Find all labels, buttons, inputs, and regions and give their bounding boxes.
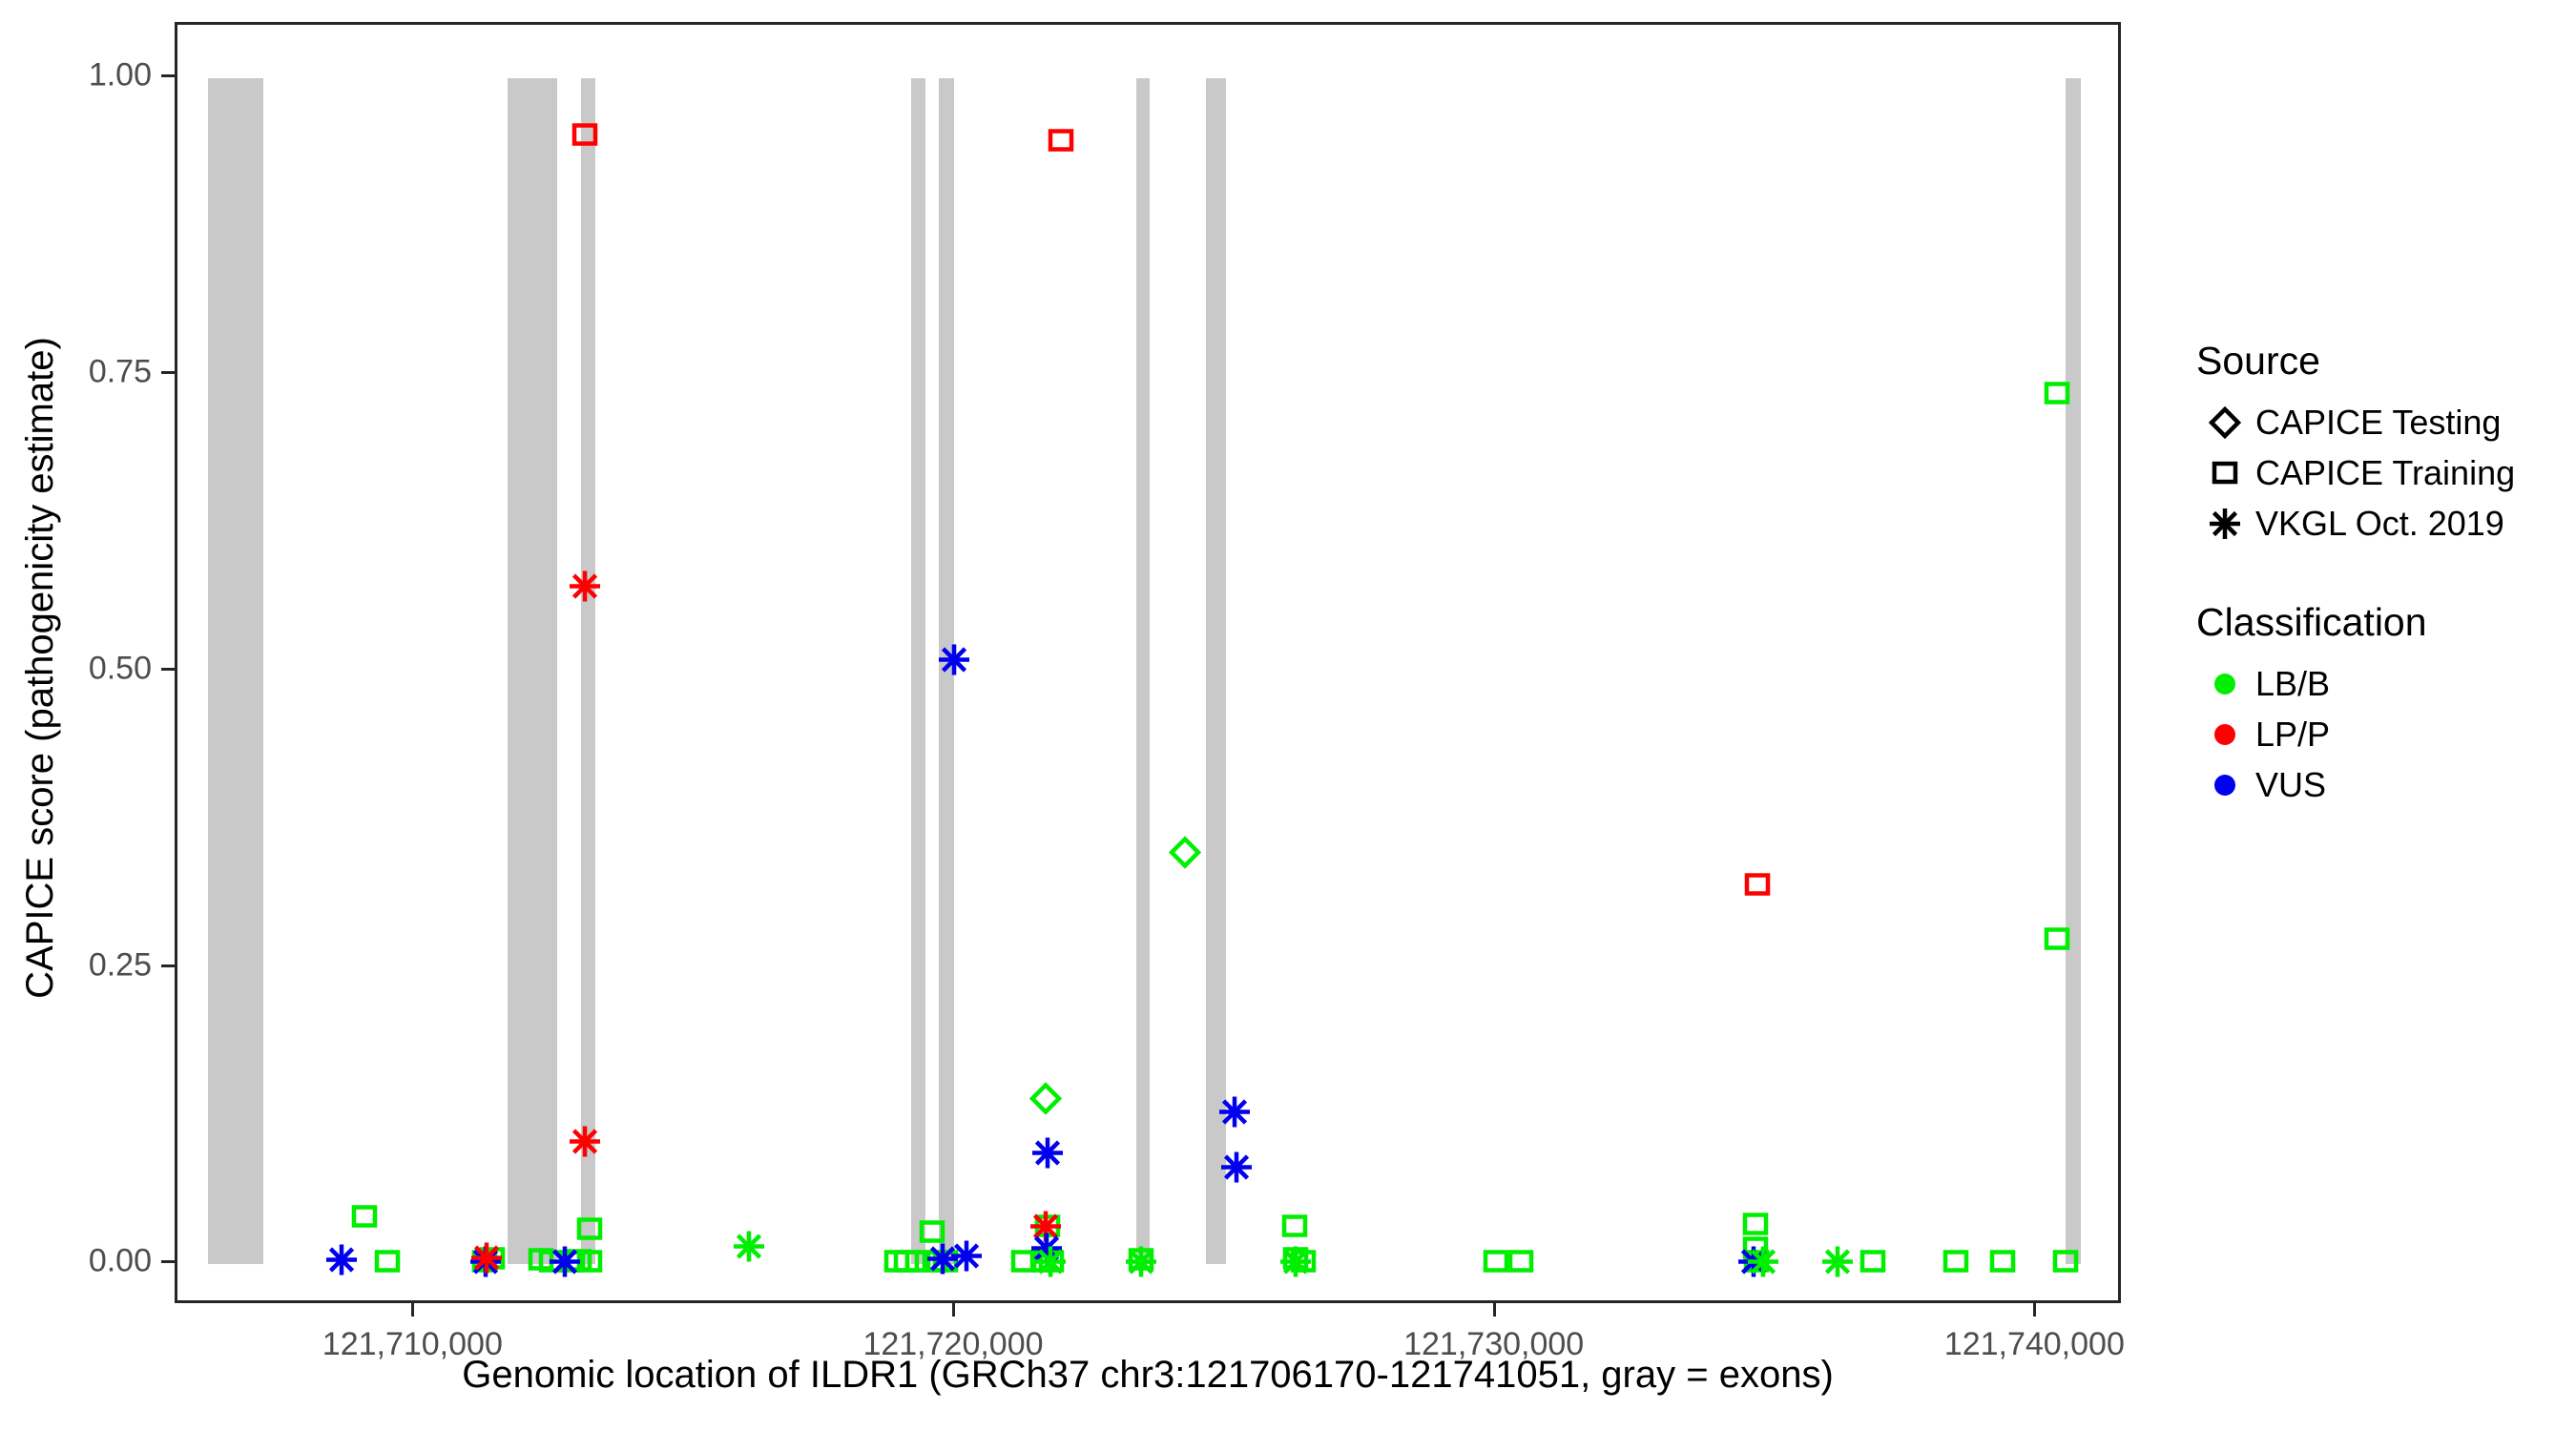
y-tick: [161, 73, 175, 77]
data-point: [1008, 1246, 1040, 1283]
exon-band: [1206, 77, 1227, 1265]
y-tick: [161, 370, 175, 374]
x-tick: [952, 1303, 955, 1317]
exon-band: [1135, 77, 1150, 1265]
data-point: [468, 1246, 501, 1283]
data-point: [348, 1201, 381, 1238]
exon-band: [939, 77, 954, 1265]
exon-band: [208, 77, 264, 1265]
legend-title-classification: Classification: [2196, 600, 2427, 644]
data-point: [1940, 1246, 1972, 1283]
x-axis-title: Genomic location of ILDR1 (GRCh37 chr3:1…: [462, 1354, 1834, 1396]
data-point: [950, 1240, 983, 1277]
y-tick: [161, 964, 175, 967]
exon-band: [507, 77, 557, 1265]
y-tick-label: 0.25: [88, 946, 152, 984]
data-point: [1505, 1246, 1537, 1283]
exon-band: [2066, 77, 2081, 1265]
data-point: [1737, 1246, 1770, 1283]
data-point: [1031, 1137, 1064, 1174]
y-tick-label: 0.50: [88, 650, 152, 687]
legend-item-label: VKGL Oct. 2019: [2255, 503, 2504, 543]
legend-item-lp-p[interactable]: LP/P: [2194, 709, 2576, 759]
data-point: [1480, 1246, 1512, 1283]
plot-area: [177, 25, 2118, 1300]
legend-item-label: LP/P: [2255, 714, 2331, 754]
data-point: [1031, 1211, 1064, 1248]
x-tick: [2033, 1303, 2037, 1317]
data-point: [881, 1246, 913, 1283]
data-point: [733, 1231, 765, 1268]
legend-item-vkgl-oct-2019[interactable]: VKGL Oct. 2019: [2194, 498, 2576, 549]
asterisk-icon: [2194, 498, 2255, 549]
data-point: [470, 1241, 503, 1278]
data-point: [1747, 1246, 1779, 1283]
data-point: [325, 1243, 358, 1280]
dot-icon: [2194, 658, 2255, 709]
data-point: [1739, 1232, 1772, 1269]
data-point: [1034, 1246, 1067, 1283]
data-point: [1857, 1246, 1889, 1283]
legend-item-label: LB/B: [2255, 663, 2331, 703]
x-tick-label: 121,730,000: [1403, 1326, 1585, 1362]
legend-item-label: VUS: [2255, 764, 2327, 804]
y-tick-label: 1.00: [88, 56, 152, 93]
legend-item-lb-b[interactable]: LB/B: [2194, 658, 2576, 709]
x-tick-label: 121,740,000: [1943, 1326, 2125, 1362]
data-point: [1740, 1246, 1773, 1283]
legend-item-capice-training[interactable]: CAPICE Training: [2194, 447, 2576, 498]
x-tick-label: 121,720,000: [862, 1326, 1044, 1362]
x-tick: [1492, 1303, 1496, 1317]
square-icon: [2194, 447, 2255, 498]
y-tick-label: 0.75: [88, 353, 152, 390]
dot-icon: [2194, 709, 2255, 759]
legend-title-source: Source: [2196, 339, 2320, 383]
data-point: [1045, 125, 1077, 162]
data-point: [469, 1246, 502, 1283]
legend-item-label: CAPICE Testing: [2255, 402, 2502, 442]
data-point: [1028, 1082, 1063, 1119]
data-point: [1029, 1211, 1062, 1248]
y-tick: [161, 667, 175, 671]
data-point: [1739, 1208, 1772, 1245]
legend-separator: [2194, 549, 2576, 600]
legend-item-label: CAPICE Training: [2255, 452, 2516, 492]
data-point: [1035, 1246, 1068, 1283]
data-point: [476, 1242, 509, 1279]
data-point: [1279, 1246, 1312, 1283]
data-point: [1741, 869, 1774, 906]
plot-panel: [175, 22, 2121, 1303]
data-point: [371, 1246, 404, 1283]
dot-icon: [2194, 759, 2255, 810]
data-point: [1030, 1232, 1063, 1269]
data-point: [1168, 836, 1201, 874]
exon-band: [910, 77, 925, 1265]
data-point: [1279, 1242, 1312, 1279]
diamond-icon: [2194, 397, 2255, 447]
data-point: [1027, 1246, 1059, 1283]
data-point: [1278, 1211, 1311, 1248]
exon-band: [581, 77, 596, 1265]
x-tick-label: 121,710,000: [322, 1326, 503, 1362]
legend: Source CAPICE Testing CAPICE Training VKGL …: [2194, 339, 2576, 810]
y-tick-label: 0.00: [88, 1242, 152, 1279]
data-point: [1287, 1246, 1319, 1283]
y-tick: [161, 1260, 175, 1264]
legend-item-capice-testing[interactable]: CAPICE Testing: [2194, 397, 2576, 447]
legend-item-vus[interactable]: VUS: [2194, 759, 2576, 810]
data-point: [1821, 1246, 1854, 1283]
x-tick: [411, 1303, 415, 1317]
data-point: [1986, 1246, 2019, 1283]
